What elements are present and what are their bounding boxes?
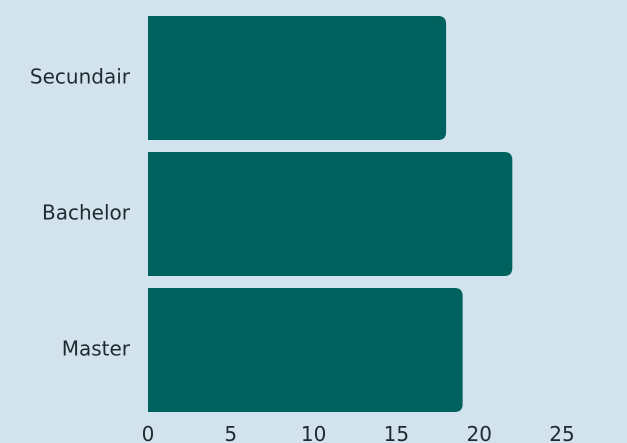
x-tick-label: 0 xyxy=(142,422,155,443)
x-tick-label: 10 xyxy=(301,422,326,443)
x-tick-label: 20 xyxy=(466,422,491,443)
x-tick-label: 5 xyxy=(224,422,237,443)
bar-secundair xyxy=(148,16,447,140)
bar-bachelor xyxy=(148,152,513,276)
bars-group xyxy=(148,16,513,412)
x-tick-label: 15 xyxy=(384,422,409,443)
category-label-master: Master xyxy=(62,337,131,361)
category-label-secundair: Secundair xyxy=(30,65,131,89)
category-labels: Secundair Bachelor Master xyxy=(30,65,131,361)
bar-master xyxy=(148,288,463,412)
category-label-bachelor: Bachelor xyxy=(42,201,131,225)
x-axis-ticks: 0 5 10 15 20 25 xyxy=(142,422,575,443)
x-tick-label: 25 xyxy=(549,422,574,443)
